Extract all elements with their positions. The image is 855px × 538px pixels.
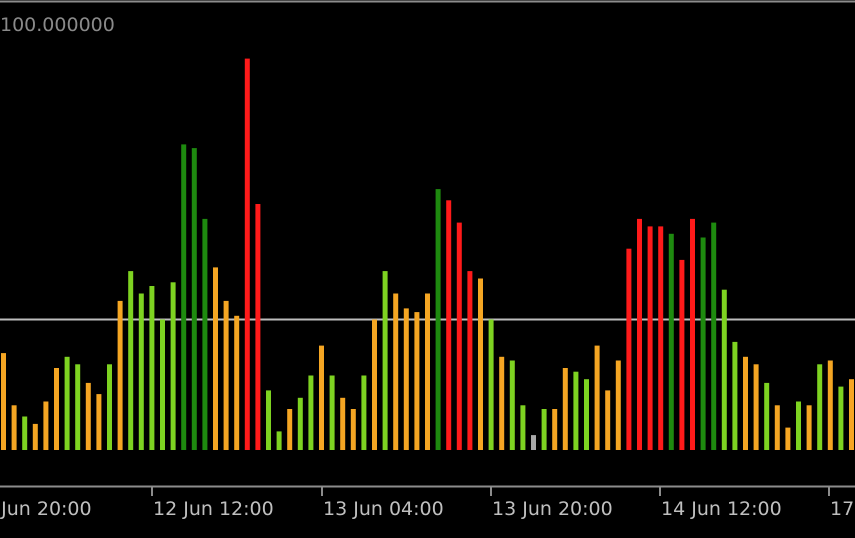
histogram-bar: [244, 58, 250, 450]
histogram-bar: [350, 409, 356, 450]
histogram-bar: [223, 300, 229, 450]
x-axis-tick-label: 12 Jun 12:00: [153, 498, 274, 520]
histogram-bar: [11, 405, 17, 450]
histogram-bar: [838, 386, 844, 450]
x-axis-tick-label: 14 Jun 12:00: [661, 498, 782, 520]
histogram-bar: [690, 218, 695, 450]
histogram-bar: [531, 435, 536, 450]
histogram-bar: [64, 356, 70, 450]
x-axis-tick-label: 17: [830, 498, 855, 520]
histogram-bar: [764, 382, 770, 450]
histogram-bar: [138, 293, 144, 450]
histogram-bar: [488, 319, 494, 450]
histogram-bar: [22, 416, 28, 450]
histogram-bar: [382, 271, 388, 450]
histogram-bar: [711, 222, 717, 450]
histogram-bar: [541, 409, 547, 450]
histogram-bar: [520, 405, 526, 450]
histogram-bar: [647, 226, 653, 450]
histogram-bar: [743, 356, 748, 450]
histogram-bar: [435, 189, 441, 450]
histogram-bar: [849, 379, 854, 450]
histogram-bar: [287, 409, 293, 450]
histogram-bar: [796, 401, 801, 450]
histogram-bar: [85, 382, 91, 450]
histogram-bar: [509, 360, 515, 450]
histogram-bar: [774, 405, 780, 450]
histogram-bar: [446, 200, 452, 450]
histogram-bar: [308, 375, 314, 450]
histogram-bar: [329, 375, 335, 450]
histogram-bar: [785, 427, 791, 450]
histogram-bar: [403, 308, 409, 450]
histogram-bar: [573, 371, 579, 450]
histogram-bar: [128, 271, 134, 450]
histogram-bar: [700, 237, 706, 450]
histogram-bar: [255, 204, 261, 450]
histogram-bar: [478, 278, 483, 450]
histogram-bar: [372, 319, 377, 450]
histogram-bar: [584, 379, 589, 450]
bars-group: [1, 58, 854, 450]
histogram-bar: [721, 289, 727, 450]
histogram-bar: [96, 394, 102, 450]
histogram-bar: [149, 286, 155, 450]
histogram-bar: [499, 356, 505, 450]
histogram-bar: [43, 401, 49, 450]
histogram-bar: [552, 409, 558, 450]
histogram-bar: [361, 375, 367, 450]
histogram-bar: [637, 218, 642, 450]
histogram-bar: [753, 364, 759, 450]
max-level-label: 100.000000: [0, 14, 115, 36]
histogram-bar: [467, 271, 473, 450]
histogram-bar: [817, 364, 823, 450]
histogram-bar: [32, 423, 38, 450]
histogram-bar: [297, 397, 303, 450]
histogram-bar: [170, 282, 176, 450]
histogram-bar: [1, 353, 6, 450]
histogram-bar: [679, 259, 685, 450]
histogram-bar: [806, 405, 812, 450]
histogram-bar: [562, 368, 568, 450]
histogram-bar: [393, 293, 399, 450]
histogram-bar: [107, 364, 112, 450]
histogram-bar: [456, 222, 462, 450]
histogram-bar: [117, 300, 123, 450]
histogram-bar: [732, 341, 738, 450]
histogram-bar: [425, 293, 430, 450]
histogram-bar: [615, 360, 621, 450]
histogram-bar: [319, 345, 324, 450]
histogram-bar: [668, 233, 674, 450]
histogram-bar: [626, 248, 632, 450]
histogram-bar: [276, 431, 282, 450]
histogram-bar: [340, 397, 346, 450]
x-axis-tick-label: 13 Jun 20:00: [492, 498, 613, 520]
histogram-bar: [266, 390, 271, 450]
histogram-bar: [160, 319, 165, 450]
histogram-bar: [181, 144, 187, 450]
histogram-bar: [827, 360, 833, 450]
x-axis-tick-label: 13 Jun 04:00: [323, 498, 444, 520]
histogram-bar: [213, 267, 218, 450]
x-axis-tick-label: 1 Jun 20:00: [0, 498, 92, 520]
histogram-bar: [234, 315, 240, 450]
histogram-bar: [75, 364, 81, 450]
x-axis-ticks: [151, 486, 830, 496]
histogram-bar: [202, 218, 208, 450]
histogram-bar: [594, 345, 600, 450]
histogram-bar: [605, 390, 611, 450]
histogram-bar: [54, 368, 59, 450]
histogram-bar: [191, 148, 197, 450]
histogram-bar: [414, 312, 420, 450]
histogram-bar: [658, 226, 664, 450]
